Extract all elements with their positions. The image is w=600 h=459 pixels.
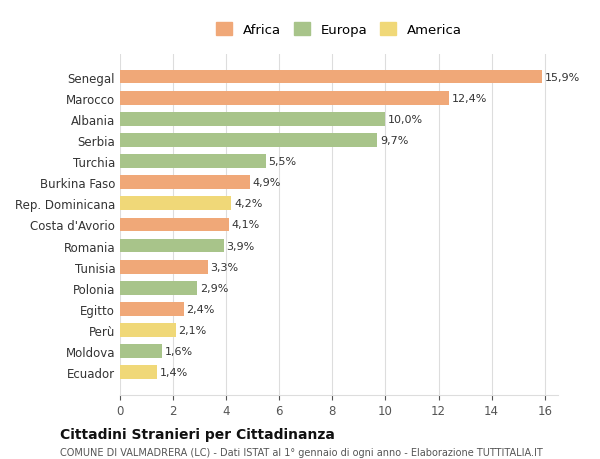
Text: 2,1%: 2,1% [178, 325, 206, 335]
Bar [120, 197, 232, 211]
Bar [120, 112, 385, 126]
Text: COMUNE DI VALMADRERA (LC) - Dati ISTAT al 1° gennaio di ogni anno - Elaborazione: COMUNE DI VALMADRERA (LC) - Dati ISTAT a… [60, 448, 543, 458]
Bar [120, 218, 229, 232]
Bar [120, 92, 449, 105]
Text: 3,3%: 3,3% [210, 262, 238, 272]
Text: 10,0%: 10,0% [388, 115, 423, 124]
Bar [120, 176, 250, 190]
Text: 4,2%: 4,2% [234, 199, 263, 209]
Text: 1,6%: 1,6% [165, 347, 193, 356]
Bar [120, 345, 163, 358]
Bar [120, 134, 377, 147]
Text: 2,9%: 2,9% [200, 283, 228, 293]
Bar [120, 366, 157, 379]
Text: 5,5%: 5,5% [269, 157, 297, 167]
Text: Cittadini Stranieri per Cittadinanza: Cittadini Stranieri per Cittadinanza [60, 427, 335, 441]
Bar [120, 281, 197, 295]
Text: 15,9%: 15,9% [545, 73, 580, 82]
Text: 4,1%: 4,1% [232, 220, 260, 230]
Text: 9,7%: 9,7% [380, 135, 409, 146]
Text: 3,9%: 3,9% [226, 241, 254, 251]
Bar [120, 324, 176, 337]
Text: 2,4%: 2,4% [187, 304, 215, 314]
Text: 12,4%: 12,4% [452, 94, 487, 103]
Bar [120, 302, 184, 316]
Legend: Africa, Europa, America: Africa, Europa, America [211, 17, 467, 42]
Text: 4,9%: 4,9% [253, 178, 281, 188]
Text: 1,4%: 1,4% [160, 368, 188, 377]
Bar [120, 260, 208, 274]
Bar [120, 71, 542, 84]
Bar [120, 155, 266, 168]
Bar [120, 239, 224, 253]
